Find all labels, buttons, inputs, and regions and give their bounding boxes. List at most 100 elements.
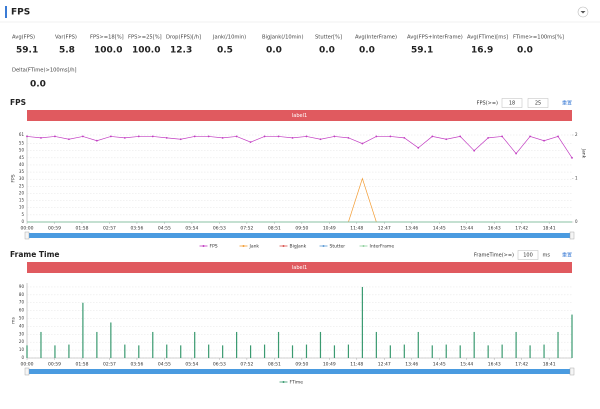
y-tick-label: 15 [19,198,25,203]
stat-value: 0.0 [319,46,335,56]
x-tick-label: 01:58 [75,362,88,368]
x-tick-label: 15:44 [460,362,473,368]
bar [515,331,517,358]
x-tick-label: 07:52 [240,362,253,368]
series-point [40,136,42,139]
bar [431,345,433,358]
series-point [319,138,322,141]
x-tick-label: 14:45 [433,226,446,232]
bar [473,331,475,358]
bar [54,345,56,358]
y-tick-label: 80 [19,292,25,297]
series-point [277,135,280,138]
y-tick-label: 0 [21,355,24,360]
y-tick-label: 20 [19,190,25,195]
series-point [417,146,420,149]
stat-value: 59.1 [411,46,433,56]
threshold-input[interactable] [517,250,539,260]
y2-tick-label: 1 [575,176,578,181]
x-tick-label: 06:53 [213,362,226,368]
series-point [263,135,266,138]
series-point [459,135,462,138]
stat-label: Drop(FPS)[/h] [166,35,201,41]
y-tick-label: 61 [19,132,25,137]
legend-dot [242,245,245,247]
series-point [529,135,531,138]
threshold-input[interactable] [527,98,549,108]
legend-label[interactable]: Stutter [330,244,346,250]
series-point [179,138,182,141]
x-tick-label: 17:42 [515,226,528,232]
x-tick-label: 08:51 [268,226,281,232]
scroll-handle-left[interactable] [24,231,30,240]
legend-dot [322,245,325,247]
bar [110,322,112,358]
x-tick-label: 10:49 [323,226,336,232]
y-axis-label: ms [12,316,17,323]
stat-label: Var(FPS) [55,35,77,41]
threshold-label: FPS(>=) [477,101,498,107]
legend-label[interactable]: FTime [290,380,304,386]
scroll-handle-right[interactable] [569,231,575,240]
scroll-handle-right[interactable] [569,367,575,376]
series-point [207,135,210,138]
bar [249,345,252,358]
bar [40,331,42,358]
stat-value: 59.1 [16,46,38,56]
y-tick-label: 30 [19,176,25,181]
x-tick-label: 02:57 [103,362,116,368]
y-tick-label: 10 [19,347,25,352]
stat-value: 16.9 [471,46,493,56]
bar [501,344,503,358]
bar [445,344,447,358]
stat-value: 0.0 [359,46,375,56]
stat-label: Delta(FTime)>100ms[/h] [12,68,77,74]
bar [222,345,224,358]
series-point [68,138,70,141]
bar [543,344,545,358]
threshold-input[interactable] [501,98,523,108]
series-point [557,135,559,138]
x-tick-label: 13:46 [405,226,418,232]
stat-value: 100.0 [94,46,122,56]
legend-label[interactable]: Jank [249,244,260,250]
scrollbar [27,369,572,374]
y-tick-label: 45 [19,155,25,160]
series-point [347,136,350,139]
chart-title: Frame Time [10,250,60,259]
x-tick-label: 03:56 [130,362,143,368]
reset-button[interactable]: 重置 [562,100,572,107]
stat-label: Avg(InterFrame) [355,35,397,41]
bar [138,345,140,358]
series-point [515,152,518,155]
y-tick-label: 25 [19,183,25,188]
bar [152,331,154,358]
legend-label[interactable]: BigJank [290,244,307,250]
y-tick-label: 10 [19,205,25,210]
series-line [26,136,573,159]
legend-label[interactable]: InterFrame [370,244,395,250]
x-tick-label: 11:48 [350,226,363,232]
series-point [81,135,84,138]
x-tick-label: 10:49 [323,362,336,368]
stat-label: FPS>=18[%] [90,35,124,41]
series-point [375,135,378,138]
series-point [123,136,126,139]
y-tick-label: 30 [19,331,25,336]
y-axis-label: FPS [11,174,17,182]
x-tick-label: 09:50 [295,226,308,232]
legend-label[interactable]: FPS [210,244,218,250]
stat-label: BigJank(/10min) [262,35,303,41]
series-point [151,135,154,138]
y2-axis-label: Jank [581,148,587,159]
bar [403,344,405,358]
reset-button[interactable]: 重置 [562,252,572,259]
unit-label: ms [543,253,551,259]
scroll-handle-left[interactable] [24,367,30,376]
bar [389,345,391,358]
bar [263,344,266,358]
y-tick-label: 90 [19,284,25,289]
stat-value: 0.0 [30,80,46,90]
stat-value: 5.8 [59,46,75,56]
stat-label: Avg(FPS+InterFrame) [407,35,463,41]
